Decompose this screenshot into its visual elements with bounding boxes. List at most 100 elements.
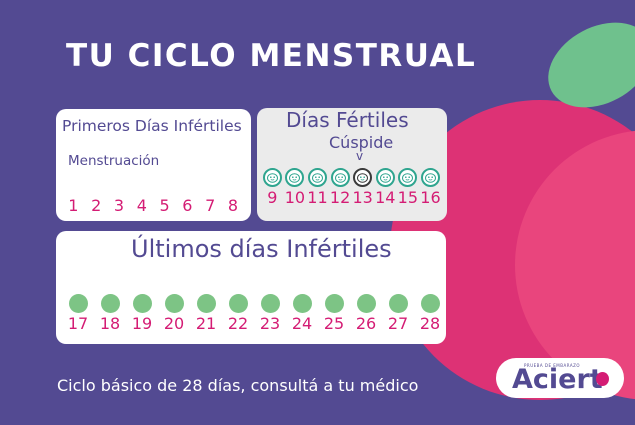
day-19: 19 <box>126 294 158 333</box>
egg-face-icon <box>262 168 282 187</box>
menstruation-dot <box>132 176 151 195</box>
day-3: 3 <box>108 176 131 215</box>
day-number: 3 <box>113 196 125 215</box>
apple-shade <box>515 130 635 400</box>
day-13: 13 <box>351 168 374 207</box>
day-number: 18 <box>99 314 121 333</box>
day-number: 27 <box>387 314 409 333</box>
infertile-dot <box>260 294 280 313</box>
day-2: 2 <box>85 176 108 215</box>
last-infertile-days: 17 18 19 20 21 22 23 24 25 26 27 28 <box>62 294 446 333</box>
infertile-dot <box>196 294 216 313</box>
day-number: 10 <box>284 188 306 207</box>
apple-icon <box>596 372 609 386</box>
leaf-icon <box>548 22 635 108</box>
day-number: 12 <box>329 188 351 207</box>
fertile-heading: Días Fértiles <box>286 108 409 132</box>
day-number: 28 <box>419 314 441 333</box>
menstruation-dot <box>64 176 83 195</box>
infertile-dot <box>201 176 220 195</box>
menstruation-dot <box>87 176 106 195</box>
menstruation-dot <box>109 176 128 195</box>
day-number: 14 <box>375 188 396 207</box>
peak-label: Cúspide <box>329 133 394 152</box>
day-number: 26 <box>355 314 377 333</box>
infertile-dot <box>388 294 408 313</box>
day-23: 23 <box>254 294 286 333</box>
fertile-days: 9 10 11 12 13 14 15 16 <box>261 168 442 207</box>
egg-face-icon <box>285 168 305 187</box>
day-number: 20 <box>163 314 185 333</box>
egg-face-icon <box>420 168 440 187</box>
day-26: 26 <box>350 294 382 333</box>
day-number: 9 <box>267 188 278 207</box>
day-11: 11 <box>306 168 329 207</box>
day-10: 10 <box>284 168 307 207</box>
brand-logo: PRUEBA DE EMBARAZO Aciert <box>496 358 624 398</box>
infertile-dot <box>178 176 197 195</box>
infertile-dot <box>164 294 184 313</box>
first-infertile-heading: Primeros Días Infértiles <box>62 117 242 135</box>
day-number: 21 <box>195 314 217 333</box>
day-22: 22 <box>222 294 254 333</box>
logo-tagline: PRUEBA DE EMBARAZO <box>524 363 580 368</box>
day-number: 11 <box>307 188 328 207</box>
day-number: 6 <box>182 196 193 215</box>
infertile-dot <box>223 176 242 195</box>
day-1: 1 <box>62 176 85 215</box>
day-8: 8 <box>222 176 245 215</box>
infertile-dot <box>324 294 344 313</box>
day-28: 28 <box>414 294 446 333</box>
day-12: 12 <box>329 168 352 207</box>
infertile-dot <box>100 294 120 313</box>
day-number: 19 <box>131 314 153 333</box>
day-number: 23 <box>259 314 281 333</box>
page-title: TU CICLO MENSTRUAL <box>66 38 477 74</box>
day-4: 4 <box>130 176 153 215</box>
last-infertile-heading: Últimos días Infértiles <box>131 235 392 263</box>
egg-face-icon <box>375 168 395 187</box>
infertile-dot <box>132 294 152 313</box>
day-25: 25 <box>318 294 350 333</box>
day-7: 7 <box>199 176 222 215</box>
peak-egg-face-icon <box>353 168 373 187</box>
logo-wordmark: Aciert <box>512 364 603 395</box>
egg-face-icon <box>330 168 350 187</box>
infertile-dot <box>228 294 248 313</box>
menstruation-dot <box>155 176 174 195</box>
day-number: 4 <box>136 196 147 215</box>
day-number: 16 <box>420 188 441 207</box>
infertile-dot <box>420 294 440 313</box>
day-20: 20 <box>158 294 190 333</box>
day-number: 24 <box>291 314 313 333</box>
day-14: 14 <box>374 168 397 207</box>
day-number: 15 <box>397 188 419 207</box>
day-number: 5 <box>159 196 170 215</box>
day-6: 6 <box>176 176 199 215</box>
infertile-dot <box>356 294 376 313</box>
day-number: 25 <box>323 314 345 333</box>
day-5: 5 <box>153 176 176 215</box>
day-16: 16 <box>419 168 442 207</box>
fertile-panel: Días Fértiles Cúspide 9 10 11 12 13 14 15 16 <box>257 108 447 221</box>
infertile-dot <box>292 294 312 313</box>
day-15: 15 <box>397 168 420 207</box>
day-number: 22 <box>227 314 249 333</box>
day-number: 7 <box>205 196 216 215</box>
day-24: 24 <box>286 294 318 333</box>
peak-arrow-icon: v <box>356 149 364 163</box>
last-infertile-panel: Últimos días Infértiles 17 18 19 20 21 22 23 24… <box>56 231 446 344</box>
day-21: 21 <box>190 294 222 333</box>
day-number: 8 <box>227 196 239 215</box>
day-number: 17 <box>67 314 89 333</box>
footer-note: Ciclo básico de 28 días, consultá a tu m… <box>57 376 419 395</box>
infertile-dot <box>68 294 88 313</box>
day-number: 2 <box>91 196 102 215</box>
day-9: 9 <box>261 168 284 207</box>
day-27: 27 <box>382 294 414 333</box>
day-18: 18 <box>94 294 126 333</box>
